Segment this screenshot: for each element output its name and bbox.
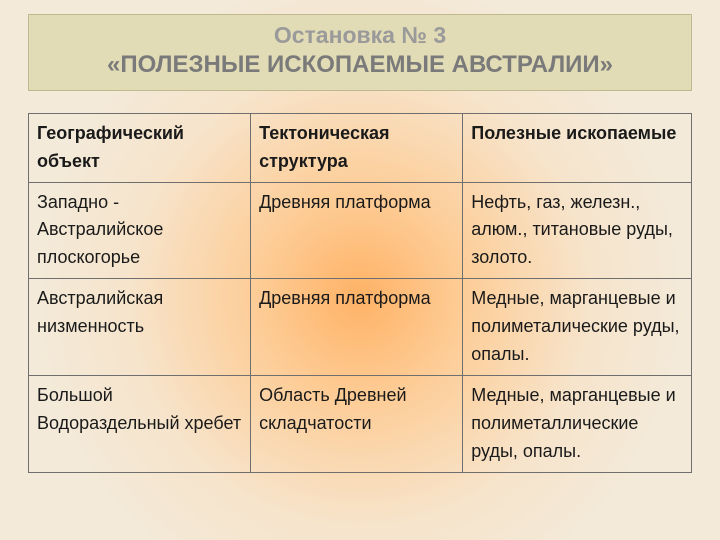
cell-geo: Западно - Австралийское плоскогорье — [29, 182, 251, 279]
cell-geo: Австралийская низменность — [29, 279, 251, 376]
table-row: Западно - Австралийское плоскогорье Древ… — [29, 182, 692, 279]
cell-tectonic: Область Древней складчатости — [251, 375, 463, 472]
cell-tectonic: Древняя платформа — [251, 279, 463, 376]
cell-minerals: Медные, марганцевые и полиметаллические … — [463, 375, 692, 472]
col-header-tectonic: Тектоническая структура — [251, 113, 463, 182]
table-row: Австралийская низменность Древняя платфо… — [29, 279, 692, 376]
col-header-minerals: Полезные ископаемые — [463, 113, 692, 182]
col-header-geo: Географический объект — [29, 113, 251, 182]
title-line-2: «ПОЛЕЗНЫЕ ИСКОПАЕМЫЕ АВСТРАЛИИ» — [43, 50, 677, 80]
slide: Остановка № 3 «ПОЛЕЗНЫЕ ИСКОПАЕМЫЕ АВСТР… — [0, 0, 720, 540]
cell-geo: Большой Водораздельный хребет — [29, 375, 251, 472]
minerals-table: Географический объект Тектоническая стру… — [28, 113, 692, 473]
cell-minerals: Нефть, газ, железн., алюм., титановые ру… — [463, 182, 692, 279]
table-header-row: Географический объект Тектоническая стру… — [29, 113, 692, 182]
title-box: Остановка № 3 «ПОЛЕЗНЫЕ ИСКОПАЕМЫЕ АВСТР… — [28, 14, 692, 91]
table-row: Большой Водораздельный хребет Область Др… — [29, 375, 692, 472]
cell-tectonic: Древняя платформа — [251, 182, 463, 279]
title-line-1: Остановка № 3 — [43, 21, 677, 50]
cell-minerals: Медные, марганцевые и полиметалические р… — [463, 279, 692, 376]
